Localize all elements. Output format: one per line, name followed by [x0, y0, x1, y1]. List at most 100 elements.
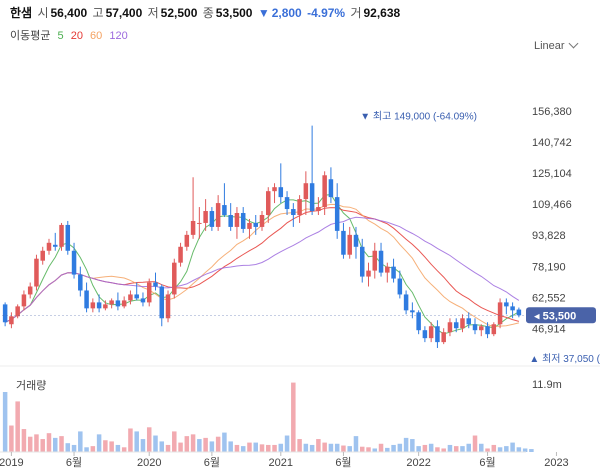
ma-legend-item-120[interactable]: 120	[109, 30, 128, 42]
candle[interactable]	[71, 242, 77, 279]
candle[interactable]	[9, 312, 14, 329]
candle[interactable]	[435, 320, 440, 348]
candle[interactable]	[15, 304, 20, 319]
candle[interactable]	[253, 215, 258, 235]
candle[interactable]	[504, 298, 509, 315]
candle[interactable]	[172, 258, 177, 299]
candle[interactable]	[428, 322, 434, 343]
candle[interactable]	[52, 232, 58, 251]
candle[interactable]	[34, 254, 39, 291]
candle[interactable]	[510, 302, 515, 319]
candle[interactable]	[115, 292, 121, 311]
candle[interactable]	[422, 326, 428, 343]
candle[interactable]	[385, 262, 390, 283]
candle-body	[403, 294, 409, 311]
candle[interactable]	[297, 195, 302, 223]
candle[interactable]	[121, 296, 127, 309]
candle[interactable]	[203, 199, 208, 231]
candle[interactable]	[146, 278, 152, 307]
candle[interactable]	[485, 322, 490, 339]
candle[interactable]	[165, 290, 171, 323]
candle[interactable]	[303, 171, 309, 215]
candle[interactable]	[190, 177, 196, 239]
candle[interactable]	[397, 270, 403, 299]
candle-body	[209, 211, 215, 227]
candle-body	[485, 326, 490, 335]
candle[interactable]	[90, 298, 96, 313]
candle[interactable]	[153, 272, 158, 291]
y-tick-label: 156,380	[532, 106, 572, 118]
candle[interactable]	[460, 314, 465, 333]
candle[interactable]	[2, 302, 8, 327]
candle[interactable]	[334, 183, 340, 239]
candle[interactable]	[372, 242, 378, 279]
candle[interactable]	[322, 171, 327, 215]
candle[interactable]	[40, 246, 45, 265]
candle[interactable]	[328, 167, 334, 204]
candle-body	[9, 316, 14, 325]
candle[interactable]	[516, 307, 522, 318]
candle[interactable]	[378, 242, 384, 277]
candle[interactable]	[103, 300, 108, 311]
candle[interactable]	[159, 284, 165, 327]
candle[interactable]	[178, 242, 183, 267]
candle[interactable]	[391, 258, 396, 283]
candle[interactable]	[78, 266, 83, 297]
candle[interactable]	[84, 282, 89, 313]
candle[interactable]	[65, 220, 71, 255]
candle[interactable]	[316, 197, 321, 215]
candle[interactable]	[272, 183, 277, 204]
ma-legend-item-60[interactable]: 60	[90, 30, 103, 42]
candle[interactable]	[247, 218, 252, 239]
candle[interactable]	[215, 195, 221, 231]
candle[interactable]	[278, 163, 284, 204]
candle[interactable]	[209, 207, 215, 231]
candle[interactable]	[291, 203, 296, 227]
candle[interactable]	[96, 294, 102, 313]
candle-body	[159, 286, 165, 319]
candle[interactable]	[309, 125, 315, 215]
candle[interactable]	[228, 203, 233, 231]
candle-body	[128, 294, 133, 301]
high-value: 57,400	[105, 6, 143, 20]
candle[interactable]	[234, 207, 240, 239]
candle[interactable]	[441, 328, 446, 345]
candle[interactable]	[447, 318, 453, 337]
candle[interactable]	[109, 298, 114, 309]
candle[interactable]	[410, 302, 415, 319]
ma-legend-item-20[interactable]: 20	[70, 30, 83, 42]
candle[interactable]	[491, 322, 497, 337]
candle[interactable]	[366, 262, 371, 287]
candle[interactable]	[497, 298, 503, 329]
scale-dropdown[interactable]: Linear	[534, 38, 579, 52]
volume-bar	[291, 382, 296, 452]
candle[interactable]	[240, 207, 246, 233]
candle[interactable]	[197, 207, 202, 239]
candle[interactable]	[21, 290, 27, 311]
candle[interactable]	[46, 238, 52, 255]
candle[interactable]	[466, 312, 472, 329]
candle[interactable]	[128, 290, 133, 305]
volume-bar	[278, 443, 284, 452]
candle[interactable]	[353, 226, 359, 259]
candle[interactable]	[59, 222, 64, 251]
candle-body	[422, 330, 428, 339]
candle[interactable]	[359, 238, 365, 283]
candle[interactable]	[416, 310, 421, 335]
candle[interactable]	[347, 226, 352, 259]
candle[interactable]	[403, 290, 409, 315]
candle[interactable]	[284, 191, 290, 215]
candle[interactable]	[184, 230, 190, 251]
candle[interactable]	[140, 292, 146, 307]
candle[interactable]	[222, 183, 227, 217]
candle[interactable]	[266, 187, 271, 223]
candle[interactable]	[472, 318, 478, 335]
candle[interactable]	[453, 318, 459, 333]
candle[interactable]	[341, 222, 346, 259]
candle[interactable]	[27, 282, 33, 299]
candle[interactable]	[134, 282, 139, 301]
candle[interactable]	[479, 324, 484, 337]
ma-legend-item-5[interactable]: 5	[57, 30, 64, 42]
candle[interactable]	[259, 211, 265, 231]
